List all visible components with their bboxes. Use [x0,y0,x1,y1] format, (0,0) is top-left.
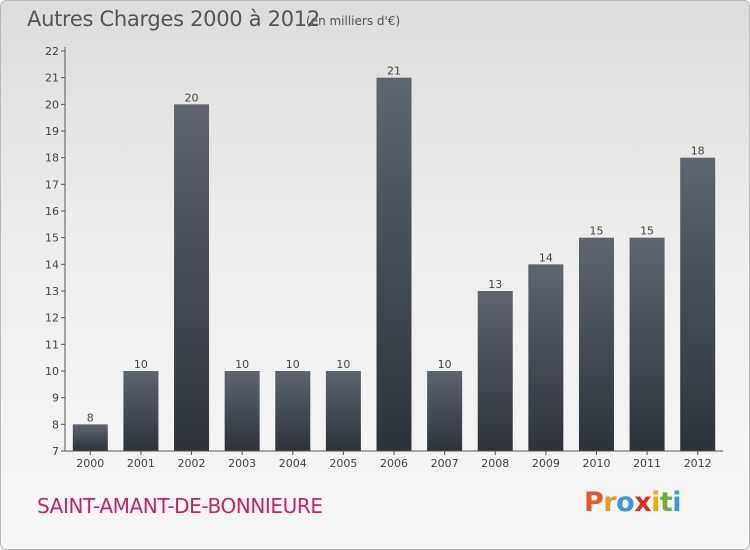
y-tick-label: 11 [45,338,59,351]
bar-2010 [578,237,614,451]
place-name: SAINT-AMANT-DE-BONNIEURE [37,494,323,518]
y-tick-label: 13 [45,285,59,298]
chart-title: Autres Charges 2000 à 2012 [27,7,320,31]
x-tick-label-2000: 2000 [76,457,104,470]
bar-2003 [224,371,260,451]
logo-letter: o [616,487,635,518]
data-label-2012: 18 [691,145,705,158]
x-tick-label-2009: 2009 [532,457,560,470]
x-tick-label-2005: 2005 [329,457,357,470]
data-label-2010: 15 [589,225,603,238]
logo-letter: x [634,487,652,518]
y-tick-label: 16 [45,205,59,218]
bar-2001 [123,371,159,451]
y-tick-label: 14 [45,258,59,271]
chart-subtitle: (en milliers d'€) [306,14,401,28]
y-tick-label: 17 [45,178,59,191]
x-tick-label-2001: 2001 [127,457,155,470]
y-tick-label: 8 [52,418,59,431]
y-tick-label: 12 [45,312,59,325]
data-label-2009: 14 [539,251,553,264]
data-label-2003: 10 [235,358,249,371]
logo-letter: i [651,487,660,518]
bar-2012 [680,157,716,451]
bar-2006 [376,77,412,452]
x-tick-label-2004: 2004 [279,457,307,470]
x-axis: 2000 2001 2002 2003 2004 2005 2006 2007 2008 2009… [65,450,723,470]
logo-letter: t [659,487,673,518]
bar-2007 [427,371,463,451]
data-label-2001: 10 [134,358,148,371]
logo-letter: i [672,487,682,518]
proxiti-logo: Proxiti [584,487,682,518]
x-tick-label-2008: 2008 [481,457,509,470]
y-tick-label: 18 [45,152,59,165]
x-tick-label-2011: 2011 [633,457,661,470]
data-label-2008: 13 [488,278,502,291]
x-tick-label-2010: 2010 [582,457,610,470]
y-tick-label: 20 [45,98,59,111]
data-label-2011: 15 [640,225,654,238]
data-label-2005: 10 [336,358,350,371]
y-tick-label: 22 [45,45,59,58]
bar-2000 [72,424,108,451]
x-tick-label-2006: 2006 [380,457,408,470]
data-label-2006: 21 [387,65,401,78]
y-tick-label: 15 [45,232,59,245]
logo-letter: P [584,487,604,518]
y-axis: 7 8 9 10 11 12 13 14 15 16 17 18 19 20 21 22 [45,45,66,458]
x-tick-label-2007: 2007 [431,457,459,470]
x-tick-label-2012: 2012 [684,457,712,470]
bar-2005 [325,371,361,451]
x-tick-label-2003: 2003 [228,457,256,470]
y-tick-label: 19 [45,125,59,138]
bar-2004 [275,371,311,451]
y-tick-label: 9 [52,392,59,405]
data-label-2007: 10 [438,358,452,371]
bar-2009 [528,264,564,451]
bar-2008 [477,291,513,451]
data-label-2000: 8 [87,411,94,424]
y-tick-label: 7 [52,445,59,458]
bar-2002 [174,104,210,451]
bar-2011 [629,237,665,451]
x-tick-label-2002: 2002 [178,457,206,470]
logo-letter: r [603,487,617,518]
data-label-2004: 10 [286,358,300,371]
y-tick-label: 21 [45,72,59,85]
y-tick-label: 10 [45,365,59,378]
bars: 8 10 20 10 10 10 21 10 13 14 15 15 18 [72,65,716,452]
data-label-2002: 20 [185,91,199,104]
